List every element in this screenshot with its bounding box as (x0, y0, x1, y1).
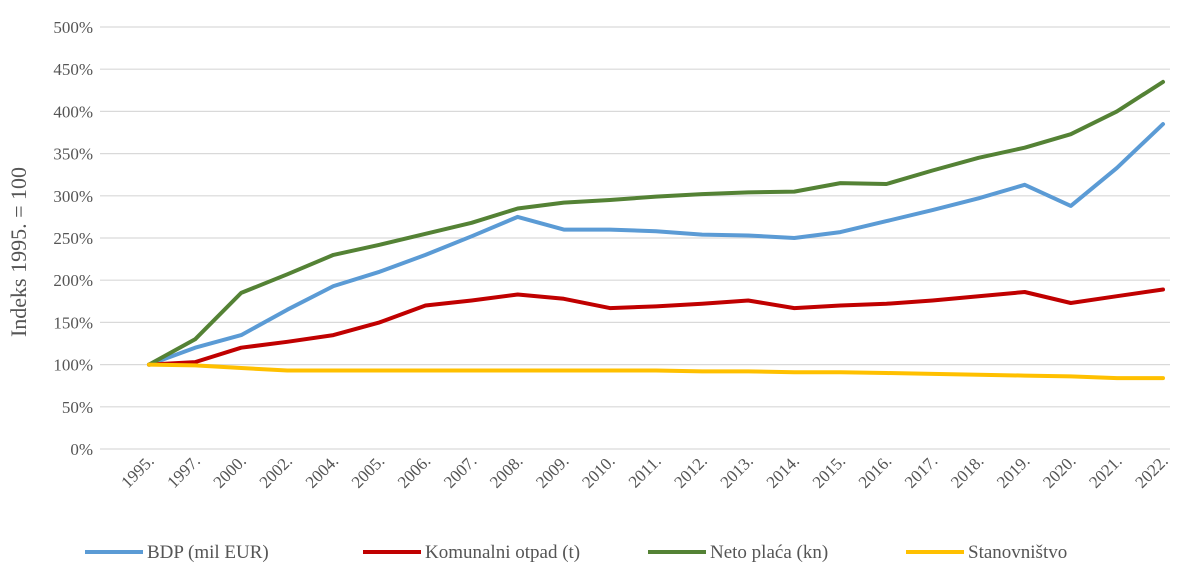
y-tick-label: 50% (62, 398, 93, 417)
x-tick-label: 2006. (394, 451, 434, 491)
x-tick-label: 2010. (578, 451, 618, 491)
x-tick-label: 2013. (717, 451, 757, 491)
x-tick-label: 2004. (302, 451, 342, 491)
x-tick-label: 2005. (348, 451, 388, 491)
x-tick-label: 2008. (486, 451, 526, 491)
legend-label: Neto plaća (kn) (710, 542, 828, 563)
y-tick-label: 0% (70, 440, 93, 459)
legend-item: Komunalni otpad (t) (363, 542, 580, 563)
legend-label: Stanovništvo (968, 542, 1067, 563)
series-line-stanovni-tvo (147, 362, 1165, 381)
x-tick-label: 2011. (625, 451, 665, 491)
x-tick-label: 2022. (1131, 451, 1171, 491)
x-axis: 1995. 1997. 2000. 2002. 2004. 2005. 2006. 2007.… (117, 451, 1171, 491)
y-tick-label: 500% (53, 18, 93, 37)
x-tick-label: 2019. (993, 451, 1033, 491)
x-tick-label: 1997. (163, 451, 203, 491)
x-tick-label: 2021. (1085, 451, 1125, 491)
y-tick-label: 250% (53, 229, 93, 248)
series-line-neto-pla-a-kn (147, 79, 1165, 367)
y-axis: 0% 50% 100% 150% 200% 250% 300% 350% 400% 450% 500… (53, 18, 93, 459)
x-tick-label: 2002. (256, 451, 296, 491)
x-tick-label: 2015. (809, 451, 849, 491)
legend-label: BDP (mil EUR) (147, 542, 269, 563)
y-tick-label: 100% (53, 356, 93, 375)
x-tick-label: 2017. (901, 451, 941, 491)
y-tick-label: 450% (53, 60, 93, 79)
x-tick-label: 2007. (440, 451, 480, 491)
legend-label: Komunalni otpad (t) (425, 542, 580, 563)
y-tick-label: 200% (53, 271, 93, 290)
x-tick-label: 2009. (532, 451, 572, 491)
gridlines (100, 26, 1170, 450)
x-tick-label: 2016. (855, 451, 895, 491)
y-tick-label: 150% (53, 313, 93, 332)
x-tick-label: 2012. (670, 451, 710, 491)
y-tick-label: 350% (53, 145, 93, 164)
legend-item: BDP (mil EUR) (85, 542, 269, 563)
legend-item: Neto plaća (kn) (648, 542, 828, 563)
y-tick-label: 300% (53, 187, 93, 206)
series-line-bdp-mil-eur (147, 122, 1165, 367)
y-tick-label: 400% (53, 102, 93, 121)
x-tick-label: 1995. (117, 451, 157, 491)
series-line-komunalni-otpad-t (147, 287, 1165, 367)
legend: BDP (mil EUR) Komunalni otpad (t) Neto pla… (85, 542, 1067, 563)
x-tick-label: 2014. (763, 451, 803, 491)
legend-item: Stanovništvo (906, 542, 1067, 563)
x-tick-label: 2000. (210, 451, 250, 491)
series-lines (147, 79, 1165, 381)
x-tick-label: 2018. (947, 451, 987, 491)
y-axis-label: Indeks 1995. = 100 (6, 167, 31, 337)
x-tick-label: 2020. (1039, 451, 1079, 491)
